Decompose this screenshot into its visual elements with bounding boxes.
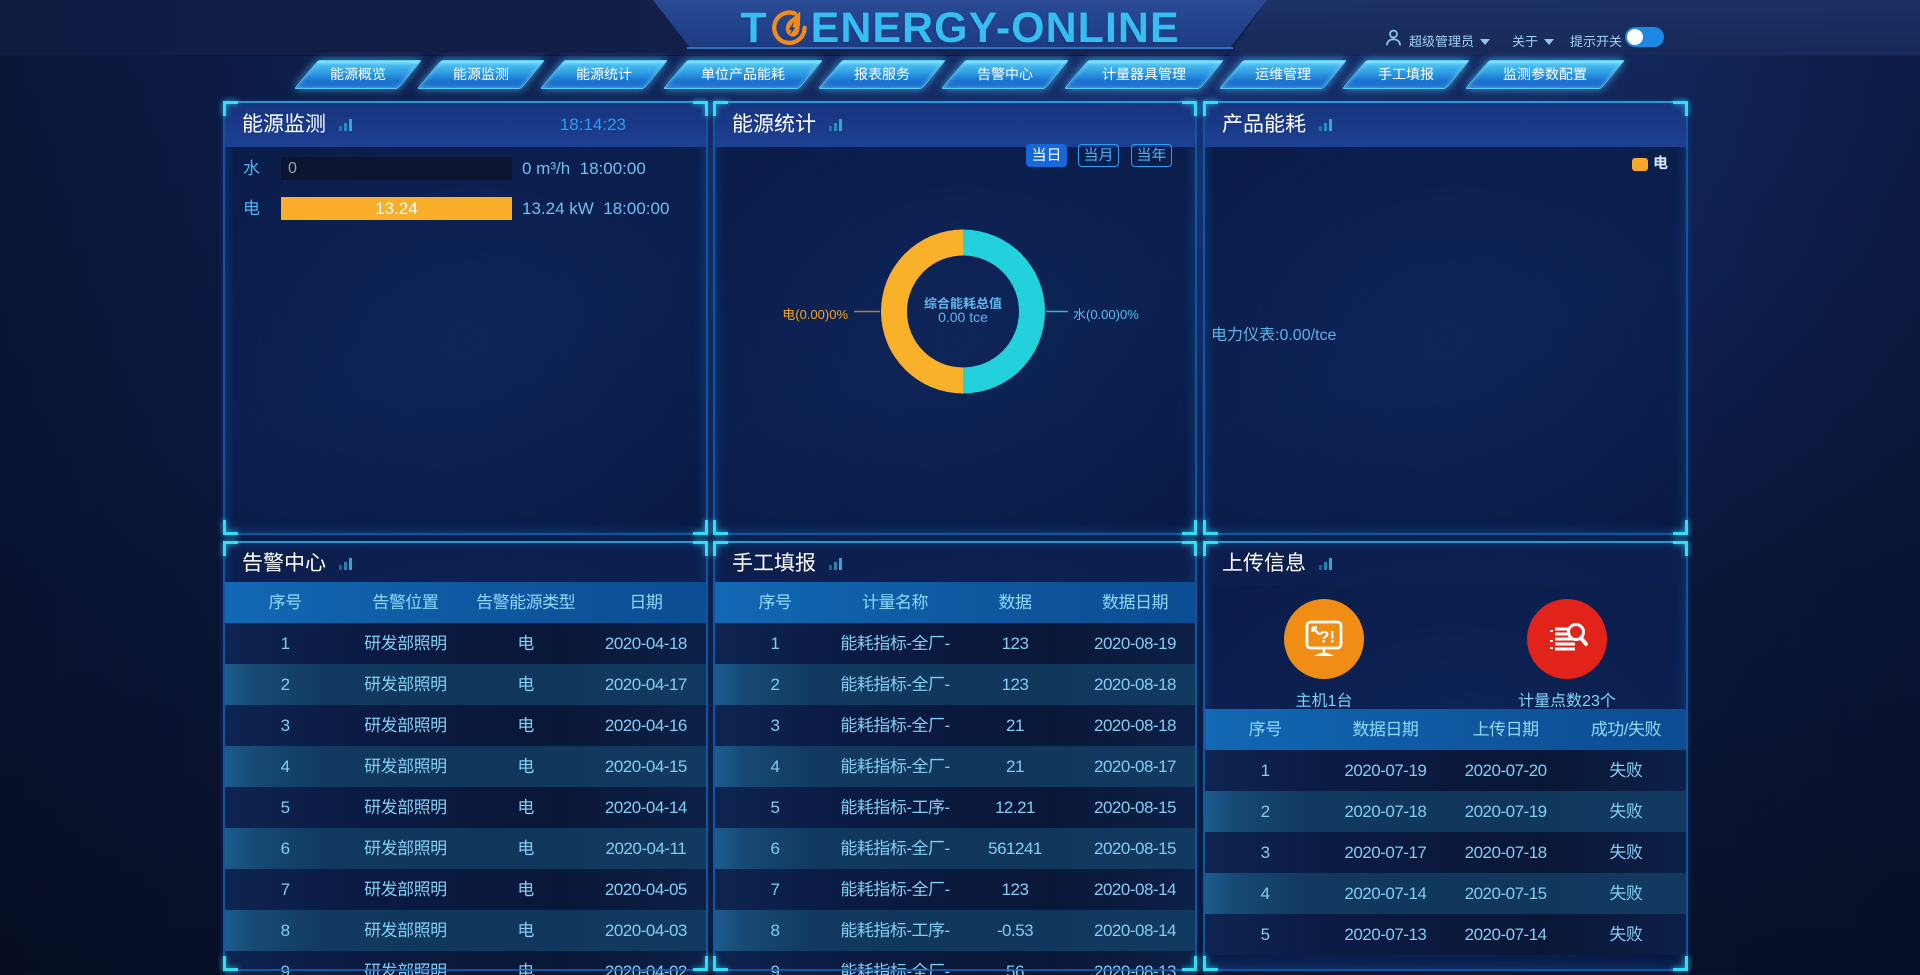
svg-text:?!: ?!: [1319, 628, 1335, 647]
